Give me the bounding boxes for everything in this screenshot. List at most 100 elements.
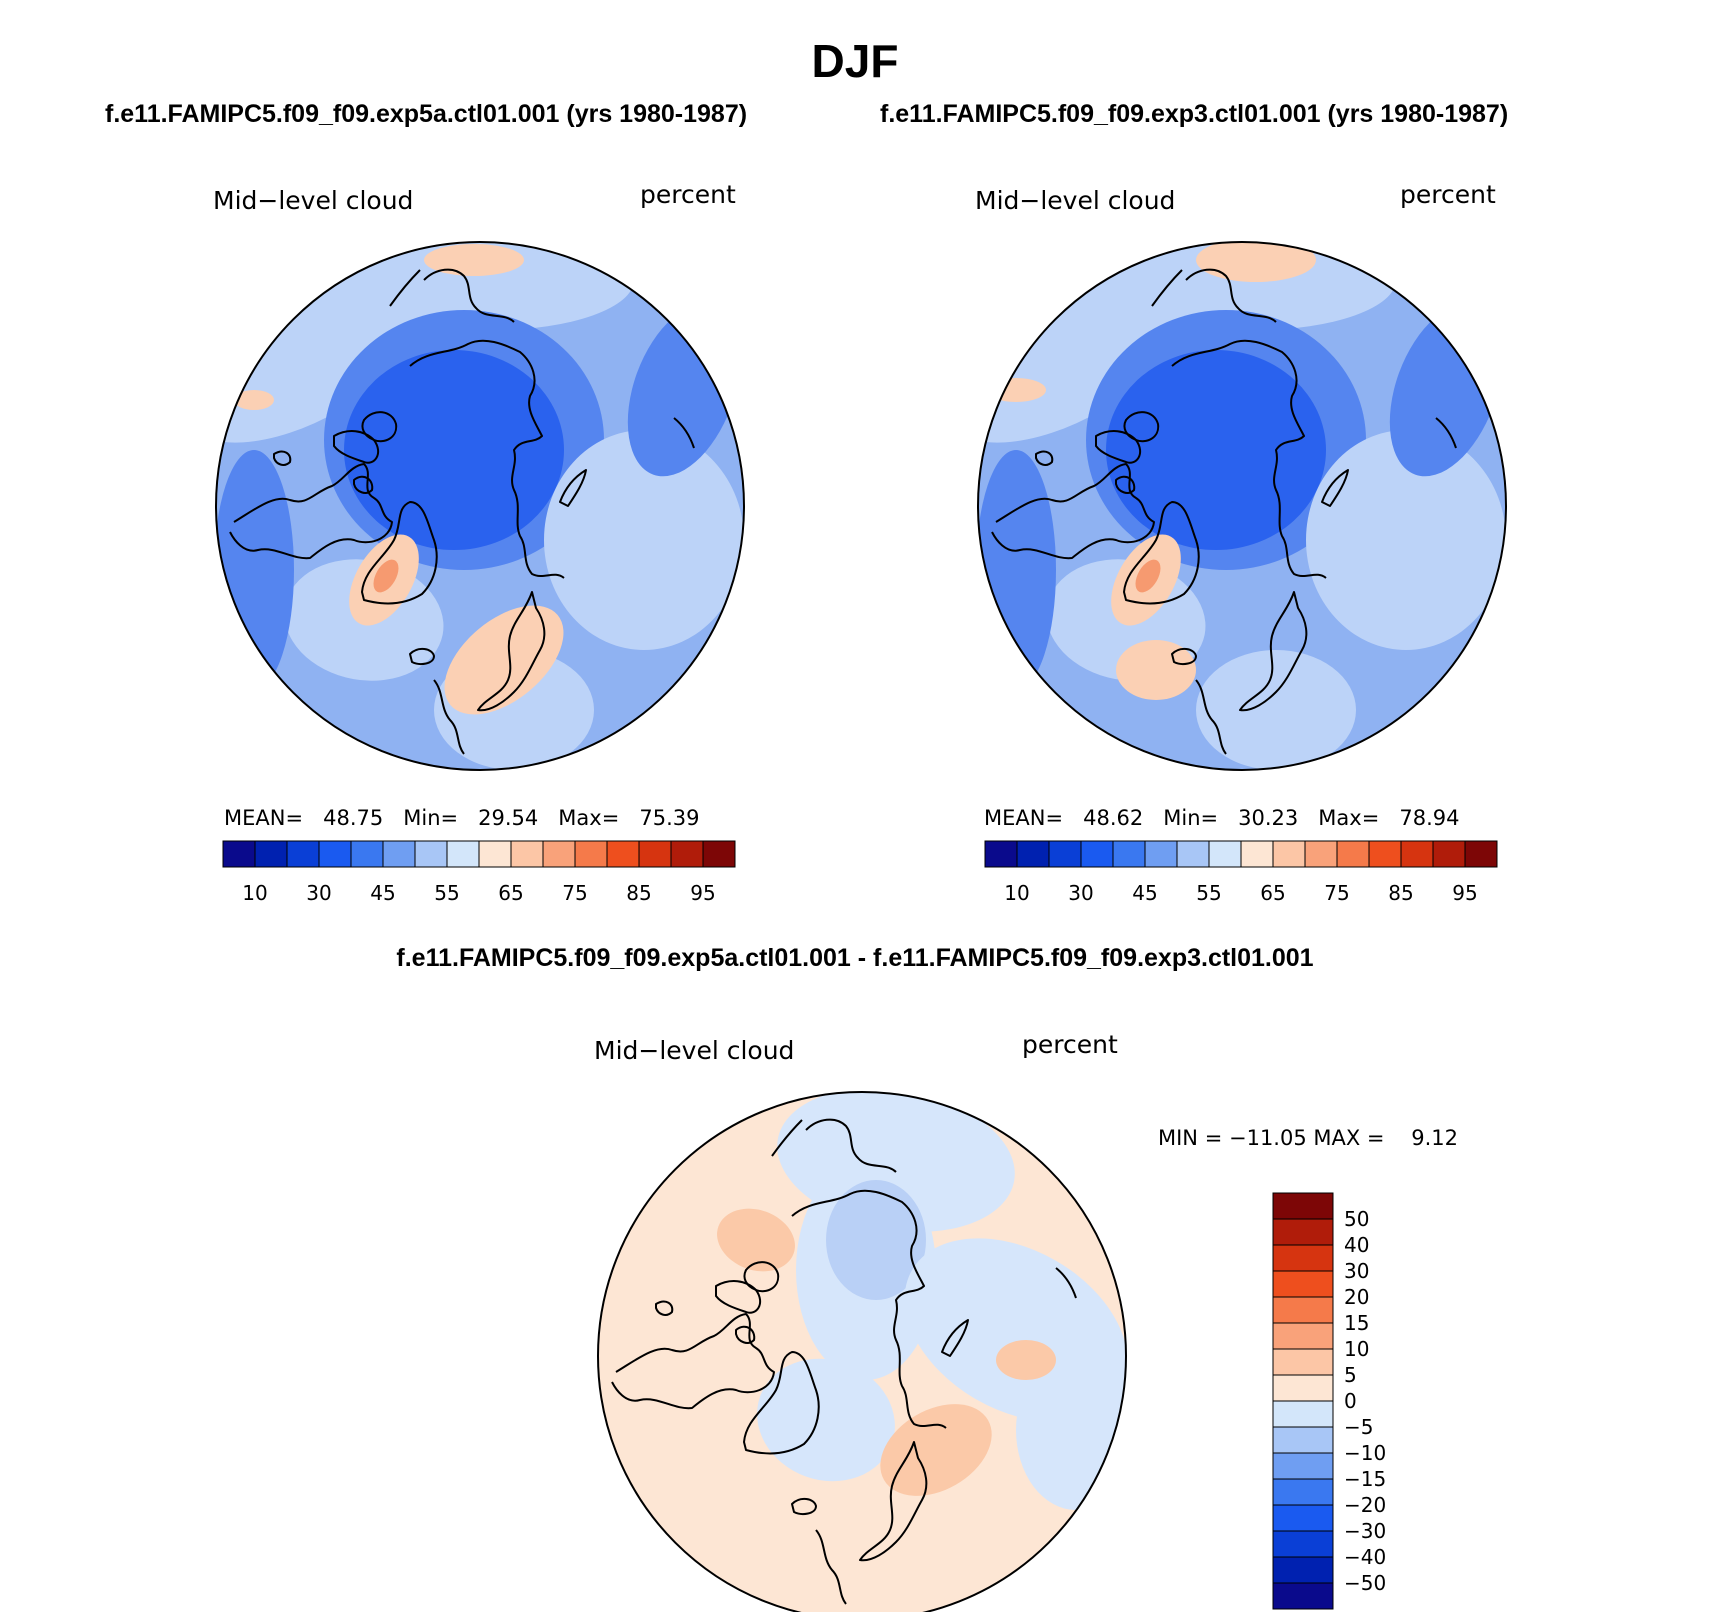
coastline [333,430,380,464]
colorbar-tick-label: 45 [1132,881,1157,905]
field-contour-region [344,350,564,550]
coastline [1171,339,1327,579]
coastline [229,463,393,560]
colorbar-swatch [1208,840,1242,868]
left-units-label: percent [640,180,736,209]
field-contour-region [717,1208,795,1272]
colorbar-swatch [510,840,544,868]
field-contour-region [978,450,1056,690]
coastline [791,1189,947,1429]
diff-max-value: 9.12 [1411,1126,1459,1150]
colorbar-tick-label: 75 [562,881,587,905]
colorbar-swatch [1272,1530,1334,1558]
colorbar-swatch [1272,1192,1334,1220]
colorbar-swatch [446,840,480,868]
coastline [559,469,587,507]
colorbar-swatch [1272,1348,1334,1376]
colorbar-swatch [1272,1244,1334,1272]
left-mean-value: 48.75 [323,806,384,830]
colorbar-swatch [1336,840,1370,868]
field-contour-region [444,605,564,715]
colorbar-tick-label: −50 [1344,1571,1386,1595]
colorbar-swatch [670,840,704,868]
colorbar-swatch [1016,840,1050,868]
field-contour-region [373,559,399,593]
colorbar-swatch [638,840,672,868]
colorbar-tick-label: −30 [1344,1519,1386,1543]
colorbar-tick-label: 55 [434,881,459,905]
field-contour-region [826,1180,926,1300]
diff-units-label: percent [1022,1030,1118,1059]
colorbar-tick-label: −10 [1344,1441,1386,1465]
colorbar-swatch [1272,1218,1334,1246]
colorbar-tick-label: 50 [1344,1207,1369,1231]
colorbar-swatch [1080,840,1114,868]
coastline [1171,648,1197,665]
right-colorbar: 10 30 45 55 65 75 85 95 [984,840,1498,905]
colorbar-tick-label: 75 [1324,881,1349,905]
coastline [673,417,695,449]
colorbar-swatch [574,840,608,868]
left-min-value: 29.54 [478,806,539,830]
colorbar-tick-label: 55 [1196,881,1221,905]
left-mean-label: MEAN= [224,806,304,830]
colorbar-swatch [1272,1374,1334,1402]
colorbar-swatch [254,840,288,868]
right-variable-title: Mid−level cloud [975,186,1176,215]
colorbar-swatch [1272,1400,1334,1428]
coastline [771,1118,897,1173]
right-min-label: Min= [1163,806,1219,830]
colorbar-swatch [1176,840,1210,868]
coastline [409,339,565,579]
colorbar-swatch [542,840,576,868]
colorbar-swatch [1048,840,1082,868]
left-colorbar: 10 30 45 55 65 75 85 95 [222,840,736,905]
coastline [941,1319,969,1357]
diff-stats: MIN = −11.05 MAX = 9.12 [1158,1126,1458,1150]
coastline [433,679,465,755]
coastline [361,411,398,443]
colorbar-tick-label: −20 [1344,1493,1386,1517]
coastline [991,463,1155,560]
colorbar-swatch [1272,1270,1334,1298]
season-title: DJF [811,35,899,87]
coastline [409,648,435,665]
right-units-label: percent [1400,180,1496,209]
colorbar-swatch [1272,1296,1334,1324]
field-contour-region [986,378,1046,402]
colorbar-swatch [1272,1582,1334,1610]
coastline [361,501,438,605]
colorbar-tick-label: 0 [1344,1389,1357,1413]
colorbar-swatch [1272,1426,1334,1454]
coastline [1239,591,1308,712]
colorbar-tick-label: 65 [498,881,523,905]
right-max-value: 78.94 [1399,806,1460,830]
colorbar-swatch [1272,1556,1334,1584]
colorbar-swatch [606,840,640,868]
colorbar-swatch [318,840,352,868]
colorbar-swatch [1112,840,1146,868]
coastline [859,1441,928,1562]
field-contour-region [1306,430,1506,650]
coastline [1095,430,1142,464]
colorbar-swatch [350,840,384,868]
field-contour-region [216,450,294,690]
colorbar-tick-label: 30 [1068,881,1093,905]
right-min-value: 30.23 [1238,806,1299,830]
colorbar-swatch [1272,1478,1334,1506]
coastline [1321,469,1349,507]
field-contour-region [544,430,744,650]
field-contour-region [996,1340,1056,1380]
map-boundary [597,1091,1127,1612]
right-max-label: Max= [1318,806,1380,830]
colorbar-swatch [1464,840,1498,868]
right-polar-map [977,241,1507,771]
colorbar-tick-label: 10 [242,881,267,905]
colorbar-swatch [1272,1504,1334,1532]
field-contour-region [1135,559,1161,593]
left-max-label: Max= [558,806,620,830]
colorbar-swatch [1272,840,1306,868]
coastline [655,1300,674,1316]
coastline [1035,450,1054,466]
